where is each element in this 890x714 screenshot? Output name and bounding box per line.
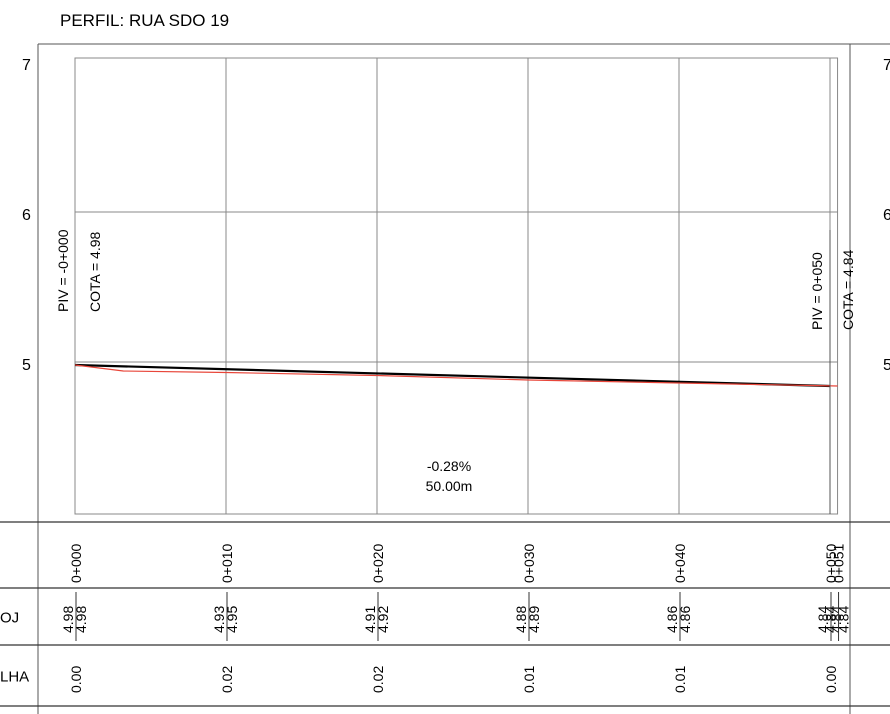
station-proj-value: 4.84 (823, 606, 839, 633)
station-diff-value: 0.01 (672, 666, 688, 693)
station-diff-value: 0.02 (219, 666, 235, 693)
station-table: OJ LHA 0+000 4.984.98 0.00 0+010 4.934.95 0.02 0… (0, 521, 890, 707)
station-terr-value: 4.95 (224, 606, 240, 633)
station-terr-value: 4.92 (375, 606, 391, 633)
annotation-cota-end: COTA = 4.84 (840, 250, 856, 330)
station-diff-value: 0.00 (823, 666, 839, 693)
annotation-slope: -0.28% (427, 458, 471, 474)
annotation-piv-start: PIV = -0+000 (55, 229, 71, 312)
station-proj-value: 4.91 (362, 606, 378, 633)
station-label: 0+050 (823, 543, 839, 583)
annotations: PIV = -0+000 COTA = 4.98 PIV = 0+050 COTA =… (55, 229, 856, 514)
station-diff-value: 0.00 (68, 666, 84, 693)
chart-frame (37, 43, 890, 714)
station-label: 0+010 (219, 543, 235, 583)
table-row-label: LHA (0, 669, 29, 686)
series-line-project (74, 363, 831, 388)
station-terr-value: 4.98 (73, 606, 89, 633)
station-terr-value: 4.84 (828, 606, 844, 633)
y-axis-ticks: 7 6 5 7 6 5 (22, 57, 890, 374)
station-terr-value: 4.84 (836, 606, 852, 633)
station-diff-value: 0.01 (521, 666, 537, 693)
y-tick-label: 7 (22, 57, 31, 74)
station-label: 0+040 (672, 543, 688, 583)
annotation-length: 50.00m (426, 478, 473, 494)
station-proj-value: 4.98 (60, 606, 76, 633)
station-diff-value: 0.02 (370, 666, 386, 693)
chart-title: PERFIL: RUA SDO 19 (60, 11, 229, 30)
station-terr-value: 4.89 (526, 606, 542, 633)
table-row-label: OJ (0, 610, 19, 627)
right-y-tick-label: 7 (883, 57, 890, 74)
station-proj-value: 4.84 (815, 606, 831, 633)
station-label: 0+000 (68, 543, 84, 583)
plot-border (74, 57, 839, 515)
station-terr-value: 4.86 (677, 606, 693, 633)
station-label: 0+051 (831, 543, 847, 583)
station-proj-value: 4.93 (211, 606, 227, 633)
series-line-terrain (74, 364, 838, 387)
annotation-piv-end: PIV = 0+050 (809, 252, 825, 330)
right-y-tick-label: 6 (883, 207, 890, 224)
annotation-cota-start: COTA = 4.98 (87, 232, 103, 312)
station-label: 0+020 (370, 543, 386, 583)
right-y-tick-label: 5 (883, 357, 890, 374)
series-layer (74, 363, 838, 388)
station-proj-value: 4.86 (664, 606, 680, 633)
station-label: 0+030 (521, 543, 537, 583)
grid-lines (74, 57, 839, 515)
station-proj-value: 4.88 (513, 606, 529, 633)
y-tick-label: 5 (22, 357, 31, 374)
y-tick-label: 6 (22, 207, 31, 224)
